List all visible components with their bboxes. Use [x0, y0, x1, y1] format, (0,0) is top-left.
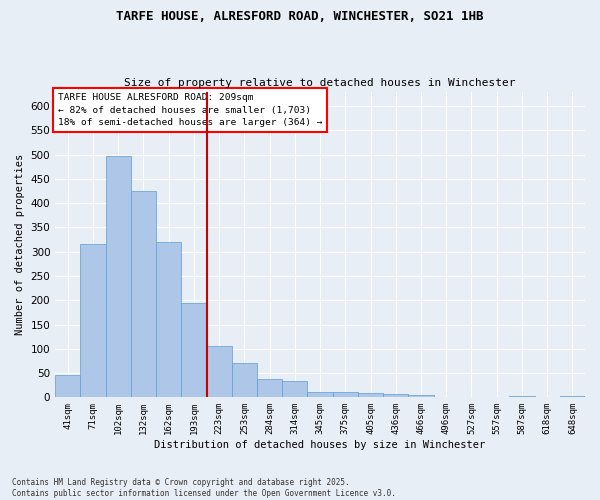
Bar [509, 396, 535, 398]
Text: Contains HM Land Registry data © Crown copyright and database right 2025.
Contai: Contains HM Land Registry data © Crown c… [12, 478, 396, 498]
Bar [206, 346, 232, 398]
Bar [358, 393, 383, 398]
Text: TARFE HOUSE ALRESFORD ROAD: 209sqm
← 82% of detached houses are smaller (1,703)
: TARFE HOUSE ALRESFORD ROAD: 209sqm ← 82%… [58, 93, 322, 127]
Title: Size of property relative to detached houses in Winchester: Size of property relative to detached ho… [124, 78, 516, 88]
Bar [156, 242, 181, 398]
Bar [80, 244, 106, 398]
Bar [257, 379, 282, 398]
Bar [181, 302, 206, 398]
Bar [106, 156, 131, 398]
Bar [307, 392, 332, 398]
Bar [131, 191, 156, 398]
Bar [409, 396, 434, 398]
Bar [282, 382, 307, 398]
Bar [332, 392, 358, 398]
Bar [232, 364, 257, 398]
Bar [55, 374, 80, 398]
X-axis label: Distribution of detached houses by size in Winchester: Distribution of detached houses by size … [154, 440, 486, 450]
Y-axis label: Number of detached properties: Number of detached properties [15, 154, 25, 335]
Bar [560, 396, 585, 398]
Bar [383, 394, 409, 398]
Text: TARFE HOUSE, ALRESFORD ROAD, WINCHESTER, SO21 1HB: TARFE HOUSE, ALRESFORD ROAD, WINCHESTER,… [116, 10, 484, 23]
